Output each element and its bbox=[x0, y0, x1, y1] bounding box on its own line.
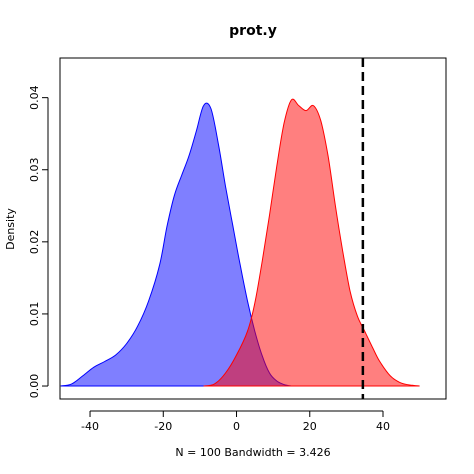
chart-title: prot.y bbox=[229, 23, 277, 39]
y-tick-label: 0.02 bbox=[28, 230, 41, 255]
y-axis: 0.00 0.01 0.02 0.03 0.04 bbox=[28, 85, 49, 399]
y-axis-label: Density bbox=[4, 208, 17, 250]
x-tick-label: 20 bbox=[303, 420, 317, 433]
density-areas bbox=[60, 98, 420, 387]
x-tick-label: -40 bbox=[81, 420, 99, 433]
x-tick-label: 40 bbox=[376, 420, 390, 433]
y-tick-label: 0.00 bbox=[28, 374, 41, 399]
density-area-2 bbox=[203, 98, 420, 387]
y-tick-label: 0.03 bbox=[28, 157, 41, 182]
y-tick-label: 0.04 bbox=[28, 85, 41, 110]
y-tick-label: 0.01 bbox=[28, 302, 41, 327]
x-tick-label: -20 bbox=[154, 420, 172, 433]
plot-frame bbox=[59, 57, 447, 400]
x-axis-label: N = 100 Bandwidth = 3.426 bbox=[175, 446, 330, 459]
x-axis: -40 -20 0 20 40 bbox=[81, 410, 390, 433]
x-tick-label: 0 bbox=[233, 420, 240, 433]
